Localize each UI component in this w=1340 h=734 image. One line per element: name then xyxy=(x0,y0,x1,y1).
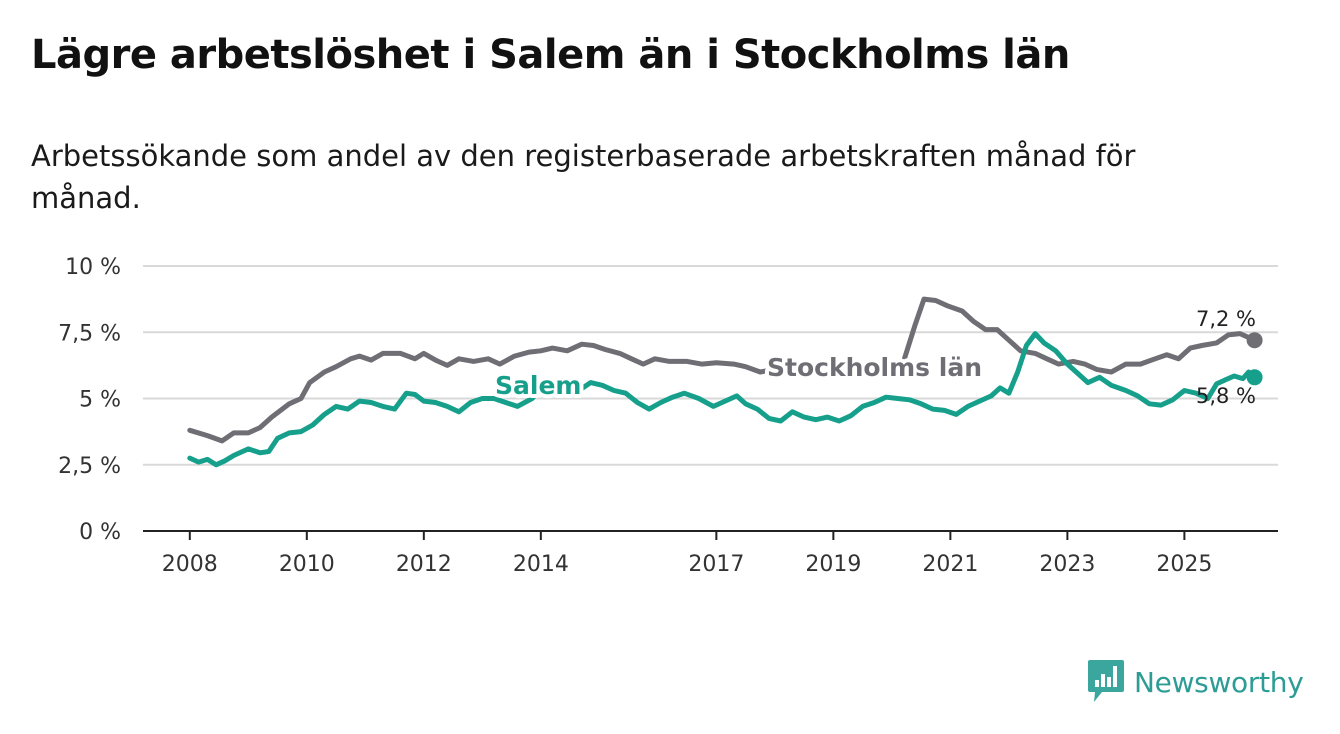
x-tick-label: 2025 xyxy=(1156,552,1212,577)
series-labels: Stockholms län Salem 7,2 % 5,8 % xyxy=(491,307,1256,408)
series-line-salem xyxy=(187,331,1258,468)
brand-name: Newsworthy xyxy=(1134,665,1304,699)
series xyxy=(187,296,1263,468)
x-tick-label: 2014 xyxy=(513,552,569,577)
end-value-label-stockholms-lan: 7,2 % xyxy=(1196,307,1256,331)
x-tick-label: 2023 xyxy=(1039,552,1095,577)
x-tick-label: 2008 xyxy=(162,552,218,577)
grid xyxy=(143,265,1278,466)
end-point-salem xyxy=(1246,369,1263,386)
axes: 0 % 2,5 % 5 % 7,5 % 10 % 2008 2010 2012 2014 2017… xyxy=(58,255,1278,577)
x-tick-label: 2019 xyxy=(805,552,861,577)
chart-title: Lägre arbetslöshet i Salem än i Stockhol… xyxy=(31,32,1070,78)
series-line-stockholms-l-n xyxy=(187,296,1258,444)
y-tick-label: 5 % xyxy=(79,388,121,413)
x-tick-label: 2012 xyxy=(396,552,452,577)
series-label-salem: Salem xyxy=(495,371,581,400)
y-tick-label: 10 % xyxy=(65,255,121,280)
chart-subtitle: Arbetssökande som andel av den registerb… xyxy=(31,139,1136,215)
end-point-stockholms-l-n xyxy=(1246,332,1263,349)
y-tick-label: 0 % xyxy=(79,520,121,545)
brand: Newsworthy xyxy=(1088,660,1304,704)
end-value-label-salem: 5,8 % xyxy=(1196,384,1256,408)
x-tick-label: 2010 xyxy=(279,552,335,577)
series-label-stockholms-lan: Stockholms län xyxy=(767,353,982,382)
x-tick-label: 2021 xyxy=(922,552,978,577)
bar-chart-speech-bubble-icon xyxy=(1088,660,1124,702)
x-tick-label: 2017 xyxy=(688,552,744,577)
y-tick-label: 7,5 % xyxy=(58,321,121,346)
y-tick-label: 2,5 % xyxy=(58,454,121,479)
